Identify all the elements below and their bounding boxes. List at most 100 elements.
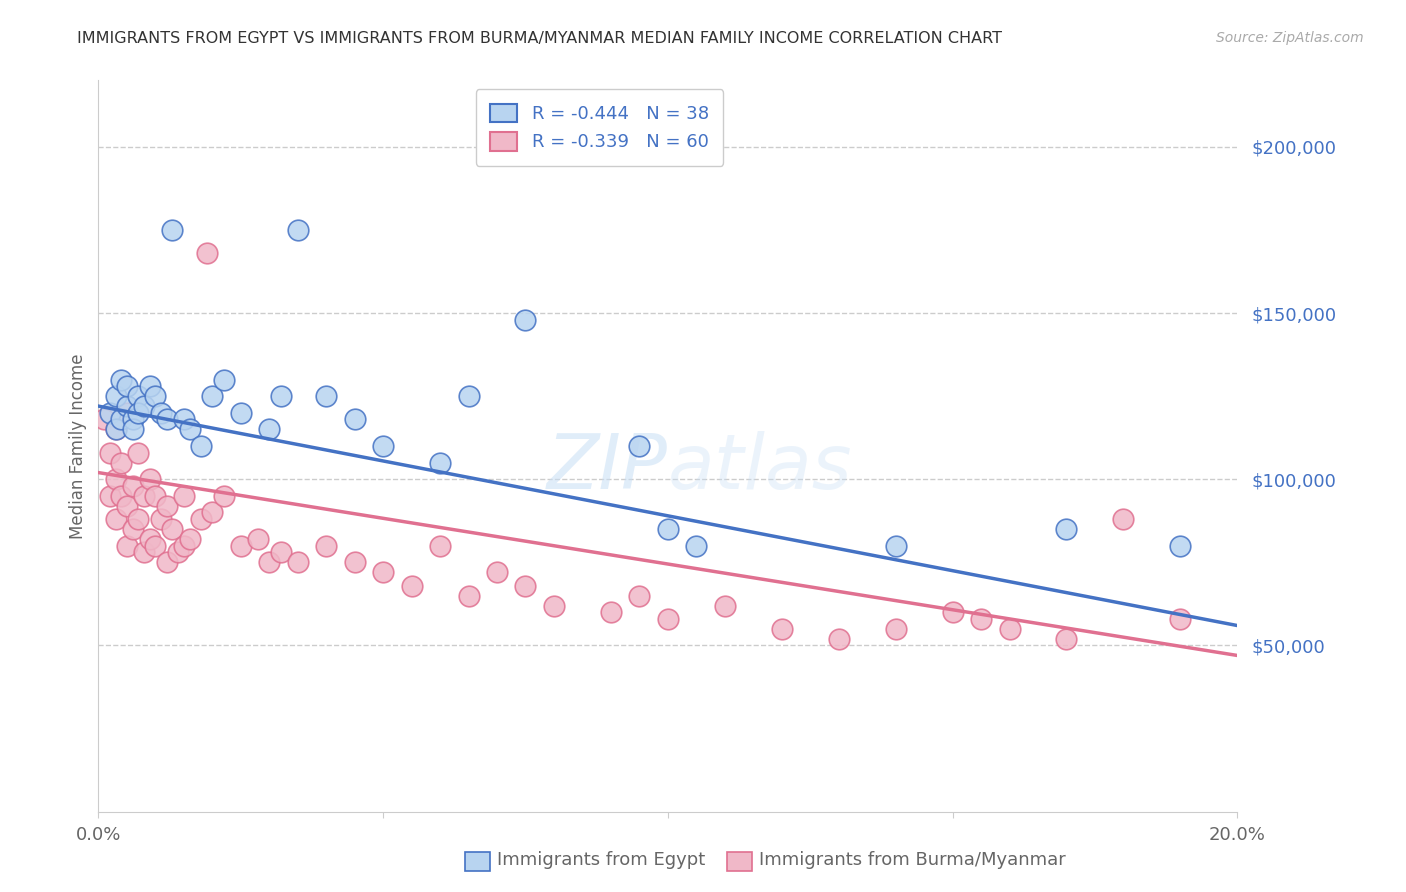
Point xyxy=(457,589,479,603)
Point xyxy=(93,412,115,426)
Text: ZIP: ZIP xyxy=(547,431,668,505)
Point xyxy=(190,512,212,526)
Legend: R = -0.444   N = 38, R = -0.339   N = 60: R = -0.444 N = 38, R = -0.339 N = 60 xyxy=(475,89,723,166)
Point xyxy=(212,489,235,503)
Point xyxy=(110,489,132,503)
Point xyxy=(685,539,707,553)
Text: atlas: atlas xyxy=(668,431,852,505)
Point xyxy=(145,389,167,403)
Point xyxy=(121,522,143,536)
Point xyxy=(138,379,160,393)
Point xyxy=(246,532,269,546)
Point xyxy=(156,555,179,569)
Point xyxy=(173,489,195,503)
Point xyxy=(115,399,138,413)
Point xyxy=(628,439,651,453)
Point xyxy=(600,605,623,619)
Point xyxy=(259,555,281,569)
Point xyxy=(486,566,509,580)
Point xyxy=(167,545,190,559)
Point xyxy=(884,622,907,636)
Point xyxy=(127,445,149,459)
Point xyxy=(315,539,337,553)
Point xyxy=(132,489,155,503)
Point xyxy=(145,489,167,503)
Point xyxy=(98,406,121,420)
Point xyxy=(657,612,679,626)
Point xyxy=(121,412,143,426)
Point xyxy=(628,589,651,603)
Point xyxy=(173,539,195,553)
Point xyxy=(942,605,965,619)
Point xyxy=(270,389,292,403)
Point xyxy=(1056,522,1078,536)
Point xyxy=(115,499,138,513)
Point xyxy=(127,406,149,420)
Point xyxy=(127,512,149,526)
Point xyxy=(132,399,155,413)
Point xyxy=(970,612,993,626)
Point xyxy=(457,389,479,403)
Point xyxy=(110,372,132,386)
Point xyxy=(162,522,184,536)
Point xyxy=(828,632,851,646)
Point xyxy=(401,579,423,593)
Point xyxy=(104,422,127,436)
Point xyxy=(150,512,173,526)
Text: Immigrants from Burma/Myanmar: Immigrants from Burma/Myanmar xyxy=(759,851,1066,869)
Point xyxy=(429,456,451,470)
Text: Immigrants from Egypt: Immigrants from Egypt xyxy=(498,851,706,869)
Point xyxy=(121,479,143,493)
Point xyxy=(138,532,160,546)
Point xyxy=(179,532,201,546)
Point xyxy=(229,539,252,553)
Point xyxy=(229,406,252,420)
Point xyxy=(201,506,224,520)
Point xyxy=(1170,539,1192,553)
Text: Source: ZipAtlas.com: Source: ZipAtlas.com xyxy=(1216,31,1364,45)
Point xyxy=(110,456,132,470)
Point xyxy=(104,389,127,403)
Point xyxy=(127,389,149,403)
Point xyxy=(1112,512,1135,526)
Point xyxy=(156,499,179,513)
Point xyxy=(104,472,127,486)
Point xyxy=(714,599,737,613)
Point xyxy=(150,406,173,420)
Point xyxy=(115,539,138,553)
Point xyxy=(145,539,167,553)
Point xyxy=(104,512,127,526)
Point xyxy=(104,422,127,436)
Point xyxy=(212,372,235,386)
Point xyxy=(156,412,179,426)
Point xyxy=(98,445,121,459)
Point xyxy=(179,422,201,436)
Point xyxy=(121,422,143,436)
Point xyxy=(201,389,224,403)
Point xyxy=(115,406,138,420)
Point xyxy=(138,472,160,486)
Point xyxy=(343,412,366,426)
Point xyxy=(515,579,537,593)
Point xyxy=(190,439,212,453)
Point xyxy=(1056,632,1078,646)
Point xyxy=(315,389,337,403)
Point xyxy=(1170,612,1192,626)
Point xyxy=(162,223,184,237)
Point xyxy=(373,566,395,580)
Text: IMMIGRANTS FROM EGYPT VS IMMIGRANTS FROM BURMA/MYANMAR MEDIAN FAMILY INCOME CORR: IMMIGRANTS FROM EGYPT VS IMMIGRANTS FROM… xyxy=(77,31,1002,46)
Point xyxy=(770,622,793,636)
Point xyxy=(515,312,537,326)
Point xyxy=(998,622,1021,636)
Point xyxy=(259,422,281,436)
Point xyxy=(287,223,309,237)
Point xyxy=(98,489,121,503)
Point xyxy=(270,545,292,559)
Point xyxy=(343,555,366,569)
Point xyxy=(132,545,155,559)
Point xyxy=(373,439,395,453)
Point xyxy=(543,599,565,613)
Point xyxy=(110,412,132,426)
Y-axis label: Median Family Income: Median Family Income xyxy=(69,353,87,539)
Point xyxy=(115,379,138,393)
